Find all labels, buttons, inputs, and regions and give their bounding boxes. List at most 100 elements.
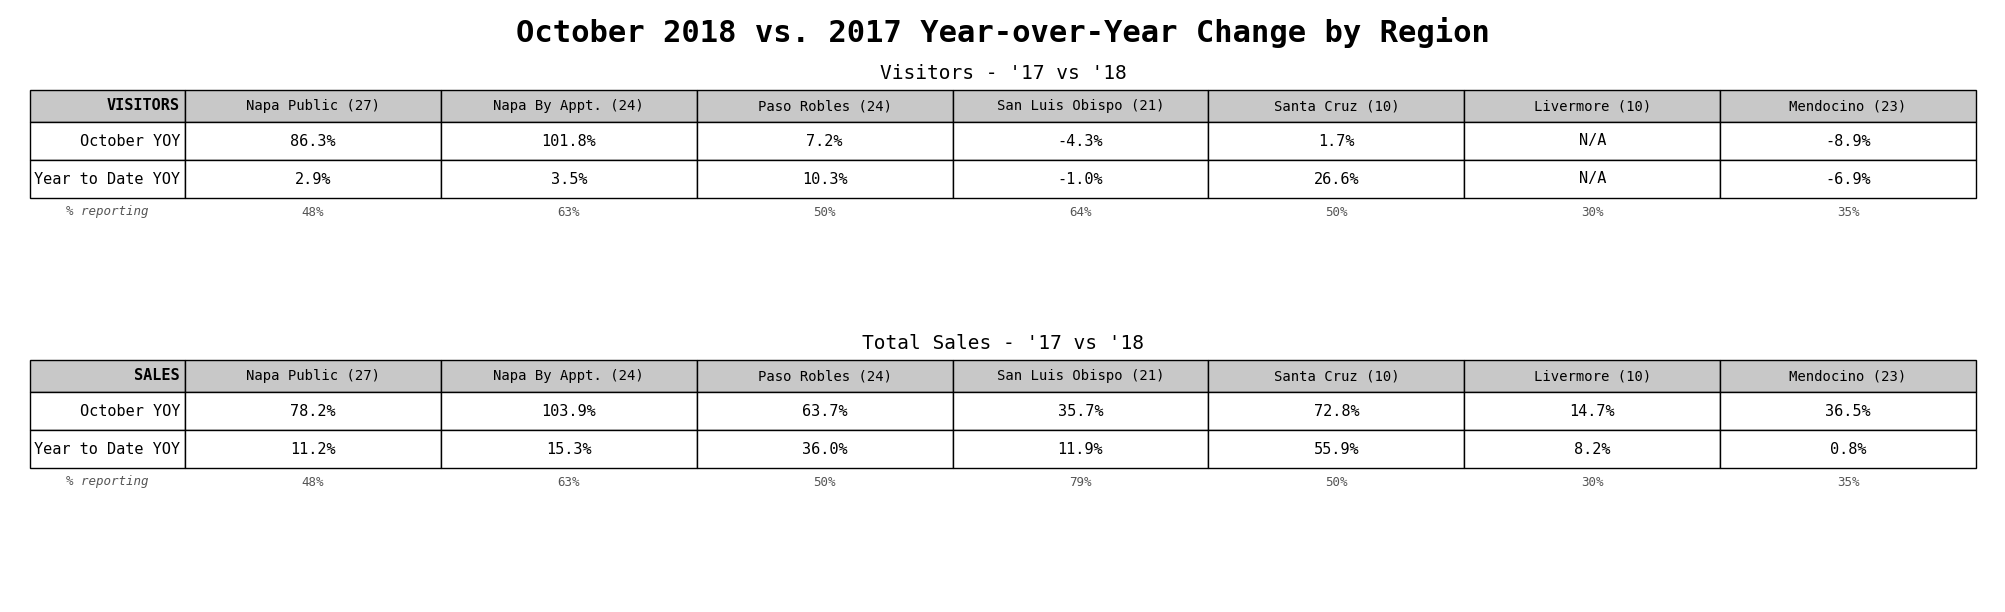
Bar [1464,122,1718,160]
Text: Santa Cruz (10): Santa Cruz (10) [1273,99,1397,113]
Text: 50%: 50% [812,476,836,488]
Text: % reporting: % reporting [66,206,148,218]
Text: 14.7%: 14.7% [1568,403,1614,419]
Text: 36.0%: 36.0% [802,441,846,457]
Text: 103.9%: 103.9% [541,403,595,419]
Bar [184,430,441,468]
Bar [184,360,441,392]
Text: 15.3%: 15.3% [545,441,591,457]
Bar [1207,122,1464,160]
Bar [441,392,696,430]
Text: Napa By Appt. (24): Napa By Appt. (24) [493,369,644,383]
Bar [1464,90,1718,122]
Bar [1718,90,1975,122]
Text: 50%: 50% [812,206,836,218]
Bar [952,90,1207,122]
Text: October YOY: October YOY [80,403,180,419]
Bar [30,122,184,160]
Text: -8.9%: -8.9% [1825,133,1871,149]
Bar [30,392,184,430]
Bar [696,360,952,392]
Text: -1.0%: -1.0% [1057,171,1103,187]
Bar [441,360,696,392]
Text: 26.6%: 26.6% [1313,171,1359,187]
Text: 35%: 35% [1837,476,1859,488]
Bar [30,430,184,468]
Bar [952,360,1207,392]
Text: Napa Public (27): Napa Public (27) [247,99,379,113]
Text: 30%: 30% [1580,476,1602,488]
Text: Mendocino (23): Mendocino (23) [1788,99,1905,113]
Bar [1718,160,1975,198]
Bar [184,90,441,122]
Text: 50%: 50% [1325,206,1347,218]
Bar [696,90,952,122]
Text: 0.8%: 0.8% [1829,441,1865,457]
Text: Livermore (10): Livermore (10) [1534,369,1650,383]
Bar [1207,360,1464,392]
Text: Paso Robles (24): Paso Robles (24) [758,99,890,113]
Text: 1.7%: 1.7% [1317,133,1353,149]
Text: Livermore (10): Livermore (10) [1534,99,1650,113]
Bar [952,392,1207,430]
Text: 10.3%: 10.3% [802,171,846,187]
Bar [1464,160,1718,198]
Text: Paso Robles (24): Paso Robles (24) [758,369,890,383]
Bar [184,122,441,160]
Text: Napa By Appt. (24): Napa By Appt. (24) [493,99,644,113]
Bar [30,90,184,122]
Text: October 2018 vs. 2017 Year-over-Year Change by Region: October 2018 vs. 2017 Year-over-Year Cha… [515,17,1490,48]
Text: 7.2%: 7.2% [806,133,842,149]
Text: 11.2%: 11.2% [291,441,335,457]
Text: San Luis Obispo (21): San Luis Obispo (21) [996,369,1163,383]
Text: Year to Date YOY: Year to Date YOY [34,171,180,187]
Text: -4.3%: -4.3% [1057,133,1103,149]
Text: Visitors - '17 vs '18: Visitors - '17 vs '18 [878,64,1127,83]
Bar [696,430,952,468]
Text: VISITORS: VISITORS [106,99,180,113]
Text: 2.9%: 2.9% [295,171,331,187]
Bar [696,122,952,160]
Text: October YOY: October YOY [80,133,180,149]
Text: Santa Cruz (10): Santa Cruz (10) [1273,369,1397,383]
Text: 63.7%: 63.7% [802,403,846,419]
Bar [441,430,696,468]
Bar [1464,360,1718,392]
Bar [952,122,1207,160]
Bar [1718,122,1975,160]
Text: 78.2%: 78.2% [291,403,335,419]
Text: 36.5%: 36.5% [1825,403,1871,419]
Bar [1207,90,1464,122]
Bar [1718,430,1975,468]
Bar [1464,430,1718,468]
Text: -6.9%: -6.9% [1825,171,1871,187]
Bar [952,160,1207,198]
Text: 11.9%: 11.9% [1057,441,1103,457]
Text: 86.3%: 86.3% [291,133,335,149]
Text: N/A: N/A [1578,133,1606,149]
Bar [1464,392,1718,430]
Bar [1207,160,1464,198]
Text: % reporting: % reporting [66,476,148,488]
Text: 35%: 35% [1837,206,1859,218]
Bar [1718,360,1975,392]
Text: 63%: 63% [557,206,579,218]
Bar [696,392,952,430]
Text: Napa Public (27): Napa Public (27) [247,369,379,383]
Text: N/A: N/A [1578,171,1606,187]
Bar [1207,392,1464,430]
Text: 48%: 48% [301,206,325,218]
Bar [952,430,1207,468]
Text: 72.8%: 72.8% [1313,403,1359,419]
Text: 35.7%: 35.7% [1057,403,1103,419]
Text: 63%: 63% [557,476,579,488]
Text: Mendocino (23): Mendocino (23) [1788,369,1905,383]
Text: 3.5%: 3.5% [549,171,587,187]
Bar [696,160,952,198]
Text: Total Sales - '17 vs '18: Total Sales - '17 vs '18 [862,334,1143,353]
Bar [441,90,696,122]
Text: 30%: 30% [1580,206,1602,218]
Text: 48%: 48% [301,476,325,488]
Bar [1718,392,1975,430]
Text: 55.9%: 55.9% [1313,441,1359,457]
